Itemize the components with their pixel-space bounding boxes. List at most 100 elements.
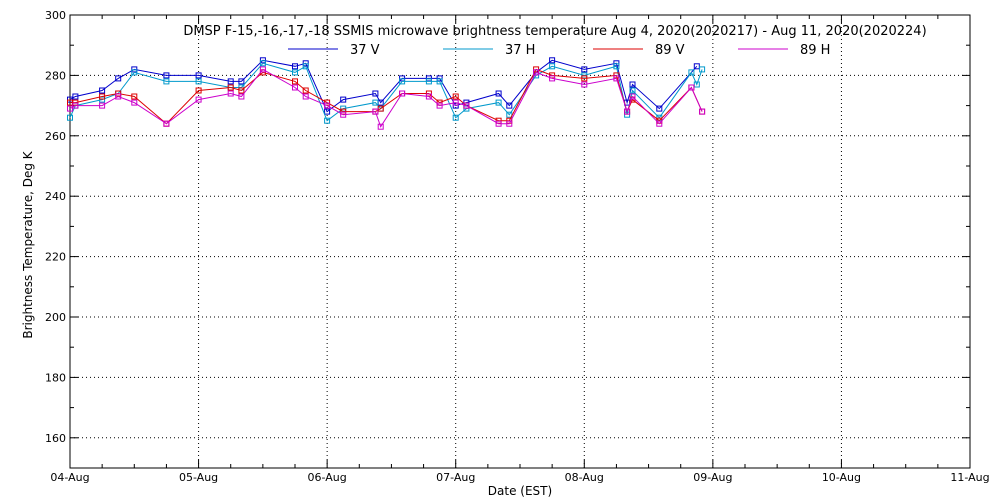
plot-area (69, 14, 971, 469)
y-tick-label: 280 (45, 69, 66, 82)
data-point (436, 78, 443, 85)
data-point (227, 90, 234, 97)
data-point (72, 93, 79, 100)
data-point (340, 96, 347, 103)
data-point (238, 93, 245, 100)
data-point (495, 120, 502, 127)
data-point (699, 66, 706, 73)
data-point (131, 93, 138, 100)
data-point (324, 102, 331, 109)
data-point (238, 78, 245, 85)
x-tick-label: 05-Aug (179, 471, 218, 484)
legend: 37 V 37 H 89 V 89 H (288, 43, 830, 58)
data-point (99, 93, 106, 100)
y-tick-label: 300 (45, 9, 66, 22)
chart-title: DMSP F-15,-16,-17,-18 SSMIS microwave br… (183, 24, 926, 39)
data-point (506, 120, 513, 127)
x-tick-labels: 04-Aug 05-Aug 06-Aug 07-Aug 08-Aug 09-Aug 10-A… (50, 471, 989, 484)
axis-ticks (69, 14, 971, 469)
data-point (452, 99, 459, 106)
legend-label: 37 H (505, 43, 535, 58)
data-point (452, 114, 459, 121)
data-point (629, 93, 636, 100)
data-point (292, 84, 298, 91)
data-point (292, 63, 298, 70)
x-tick-label: 11-Aug (950, 471, 989, 484)
legend-label: 89 V (655, 43, 685, 58)
data-point (372, 99, 379, 106)
data-point (67, 114, 73, 121)
data-point (372, 90, 379, 97)
legend-label: 37 V (350, 43, 380, 58)
legend-item-37-h: 37 H (443, 43, 535, 58)
data-point (463, 102, 470, 109)
data-point (131, 99, 138, 106)
data-point (72, 102, 79, 109)
data-point (549, 57, 556, 64)
data-point (613, 75, 620, 82)
series-89-h (67, 66, 706, 130)
data-point (629, 81, 636, 88)
data-point (581, 75, 588, 82)
data-point (425, 93, 432, 100)
y-axis-label: Brightness Temperature, Deg K (21, 150, 35, 338)
data-point (324, 117, 331, 124)
data-point (115, 93, 122, 100)
data-point (238, 87, 245, 94)
data-point (495, 99, 502, 106)
data-point (656, 105, 663, 112)
data-point (302, 87, 309, 94)
series-line-89-v (70, 68, 703, 125)
data-point (624, 108, 631, 115)
data-point (302, 93, 309, 100)
data-point (195, 96, 202, 103)
data-point (292, 78, 298, 85)
y-tick-label: 240 (45, 190, 66, 203)
data-point (688, 69, 695, 76)
data-point (99, 87, 106, 94)
data-point (195, 72, 202, 79)
legend-item-89-v: 89 V (593, 43, 685, 58)
data-point (372, 108, 379, 115)
data-point (115, 75, 122, 82)
data-point (163, 78, 170, 85)
data-point (227, 84, 234, 91)
y-tick-label: 180 (45, 371, 66, 384)
y-tick-label: 220 (45, 251, 66, 264)
data-point (549, 75, 556, 82)
data-point (259, 60, 266, 67)
data-point (195, 78, 202, 85)
y-tick-labels: 160 180 200 220 240 260 280 300 (45, 9, 66, 445)
legend-label: 89 H (800, 43, 830, 58)
data-point (399, 90, 406, 97)
data-point (549, 63, 556, 70)
data-point (324, 108, 331, 115)
data-point (506, 102, 513, 109)
data-point (656, 120, 663, 127)
data-point (581, 66, 588, 73)
data-point (613, 63, 620, 70)
data-point (495, 90, 502, 97)
x-tick-label: 04-Aug (50, 471, 89, 484)
data-point (581, 81, 588, 88)
y-tick-label: 200 (45, 311, 66, 324)
data-point (131, 69, 138, 76)
data-point (436, 102, 443, 109)
x-tick-label: 08-Aug (565, 471, 604, 484)
data-point (292, 69, 298, 76)
y-tick-label: 260 (45, 130, 66, 143)
data-point (340, 111, 347, 118)
data-point (163, 72, 170, 79)
data-point (533, 69, 540, 76)
data-point (399, 78, 406, 85)
data-point (259, 66, 266, 73)
x-tick-label: 10-Aug (822, 471, 861, 484)
x-axis-label: Date (EST) (488, 484, 552, 498)
data-point (99, 96, 106, 103)
series-layer (67, 57, 706, 130)
x-tick-label: 07-Aug (436, 471, 475, 484)
data-point (688, 84, 695, 91)
legend-item-37-v: 37 V (288, 43, 380, 58)
data-point (163, 120, 170, 127)
